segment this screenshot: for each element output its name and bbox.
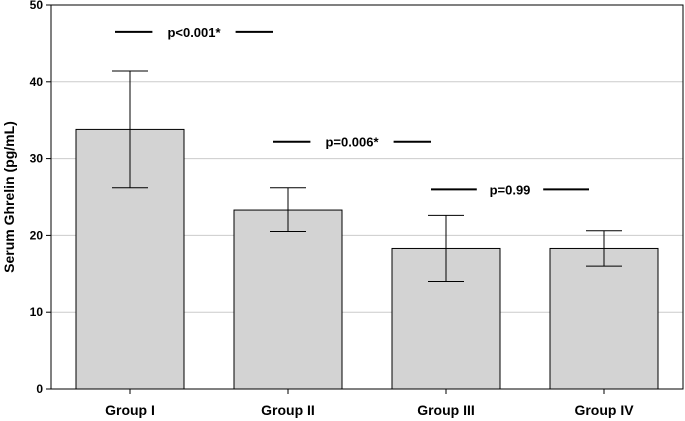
y-tick-label-30: 30	[30, 152, 44, 166]
plot-frame	[50, 4, 684, 390]
x-tick-label-2: Group II	[261, 402, 315, 418]
y-tick-label-50: 50	[30, 0, 44, 12]
y-tick-label-10: 10	[30, 305, 44, 319]
y-axis-ticks: 0 10 20 30 40 50	[30, 0, 51, 396]
x-axis-labels: Group I Group II Group III Group IV	[105, 389, 634, 418]
y-tick-label-40: 40	[30, 75, 44, 89]
annotations: p<0.001* p=0.006* p=0.99	[115, 25, 589, 197]
annotation-label-2: p=0.006*	[325, 135, 379, 150]
y-axis-title: Serum Ghrelin (pg/mL)	[1, 121, 17, 273]
bar-2	[233, 209, 343, 390]
y-tick-label-0: 0	[36, 382, 43, 396]
annotation-label-3: p=0.99	[490, 182, 531, 197]
error-bars	[112, 70, 622, 282]
x-tick-label-4: Group IV	[574, 402, 634, 418]
y-tick-label-20: 20	[30, 228, 44, 242]
bars	[75, 128, 659, 390]
x-tick-label-3: Group III	[417, 402, 475, 418]
bar-4	[549, 247, 659, 390]
x-tick-label-1: Group I	[105, 402, 155, 418]
annotation-label-1: p<0.001*	[167, 25, 221, 40]
